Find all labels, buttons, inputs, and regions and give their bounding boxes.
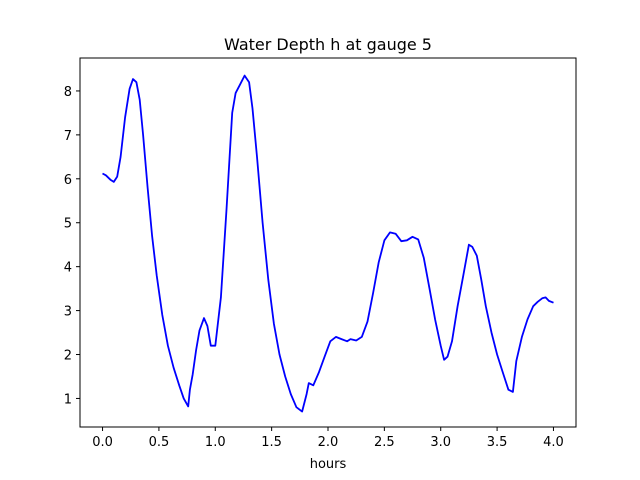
y-tick-label: 5 [64, 217, 72, 232]
y-tick-label: 3 [64, 305, 72, 320]
y-tick-label: 6 [64, 173, 72, 188]
x-tick-label: 0.5 [149, 435, 170, 450]
y-tick-label: 4 [64, 261, 72, 276]
x-tick-label: 4.0 [543, 435, 564, 450]
x-tick-label: 2.5 [374, 435, 395, 450]
x-axis-label: hours [310, 457, 347, 472]
plot-area-frame [79, 57, 577, 428]
x-tick-label: 3.0 [430, 435, 451, 450]
y-tick-label: 2 [64, 349, 72, 364]
y-tick-label: 7 [64, 129, 72, 144]
y-tick-label: 8 [64, 85, 72, 100]
chart-title: Water Depth h at gauge 5 [224, 35, 432, 54]
x-tick-label: 3.5 [487, 435, 508, 450]
x-tick-label: 2.0 [318, 435, 339, 450]
x-tick-label: 1.0 [205, 435, 226, 450]
water-depth-line [102, 74, 554, 413]
y-tick-label: 1 [64, 392, 72, 407]
y-axis: 1 2 3 4 5 6 7 8 [64, 85, 80, 407]
x-axis: 0.0 0.5 1.0 1.5 2.0 2.5 3.0 3.5 4.0 [92, 427, 564, 450]
x-tick-label: 0.0 [92, 435, 113, 450]
x-tick-label: 1.5 [261, 435, 282, 450]
